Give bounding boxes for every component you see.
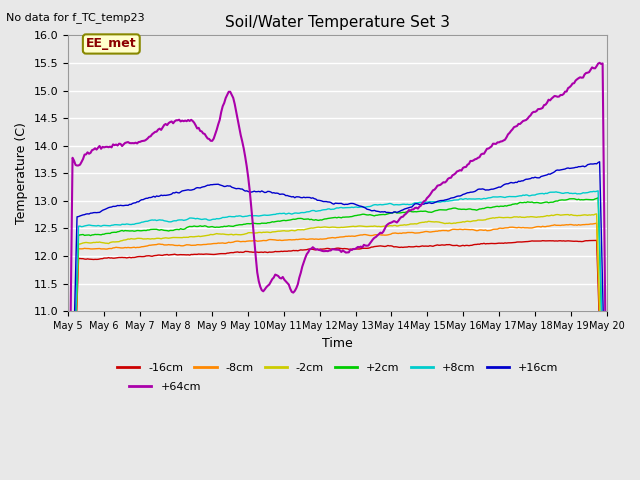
-2cm: [131, 236, 138, 242]
-16cm: [252, 249, 260, 255]
+16cm: [596, 159, 604, 165]
-16cm: [300, 247, 308, 253]
-8cm: [300, 236, 308, 242]
Line: -2cm: -2cm: [68, 214, 607, 480]
-2cm: [225, 232, 232, 238]
Text: No data for f_TC_temp23: No data for f_TC_temp23: [6, 12, 145, 23]
+16cm: [225, 183, 232, 189]
X-axis label: Time: Time: [322, 336, 353, 349]
+64cm: [300, 259, 308, 265]
-8cm: [131, 244, 138, 250]
-16cm: [591, 238, 599, 243]
+2cm: [573, 197, 581, 203]
+8cm: [595, 188, 602, 194]
+64cm: [596, 60, 604, 66]
-16cm: [225, 250, 232, 256]
+64cm: [225, 89, 232, 95]
+2cm: [131, 228, 138, 234]
-8cm: [593, 220, 600, 226]
+8cm: [573, 191, 581, 197]
+16cm: [604, 474, 611, 480]
+16cm: [131, 200, 138, 206]
-2cm: [593, 211, 600, 217]
Line: +8cm: +8cm: [68, 191, 607, 480]
Line: +16cm: +16cm: [68, 162, 607, 480]
+16cm: [573, 165, 581, 170]
Line: -8cm: -8cm: [68, 223, 607, 480]
Line: -16cm: -16cm: [68, 240, 607, 480]
+64cm: [573, 76, 581, 82]
-16cm: [243, 249, 251, 254]
Legend: +64cm: +64cm: [125, 377, 205, 396]
-2cm: [300, 227, 308, 233]
+64cm: [252, 254, 260, 260]
+16cm: [300, 194, 308, 200]
-8cm: [225, 240, 232, 245]
Title: Soil/Water Temperature Set 3: Soil/Water Temperature Set 3: [225, 15, 450, 30]
+8cm: [131, 221, 138, 227]
+16cm: [243, 188, 251, 194]
-2cm: [573, 213, 581, 218]
+2cm: [252, 221, 260, 227]
+8cm: [252, 213, 260, 218]
-8cm: [252, 238, 260, 243]
+16cm: [252, 189, 260, 194]
-8cm: [573, 222, 581, 228]
+2cm: [225, 223, 232, 228]
-16cm: [131, 254, 138, 260]
Line: +64cm: +64cm: [68, 63, 607, 480]
Y-axis label: Temperature (C): Temperature (C): [15, 122, 28, 224]
+2cm: [243, 221, 251, 227]
-2cm: [252, 230, 260, 236]
-16cm: [573, 239, 581, 244]
Line: +2cm: +2cm: [68, 198, 607, 480]
Text: EE_met: EE_met: [86, 37, 136, 50]
-8cm: [243, 239, 251, 244]
+64cm: [243, 164, 251, 169]
+64cm: [131, 140, 138, 146]
+8cm: [225, 214, 232, 219]
+8cm: [243, 213, 251, 219]
+2cm: [300, 216, 308, 222]
+8cm: [300, 210, 308, 216]
+2cm: [595, 195, 602, 201]
-2cm: [243, 231, 251, 237]
